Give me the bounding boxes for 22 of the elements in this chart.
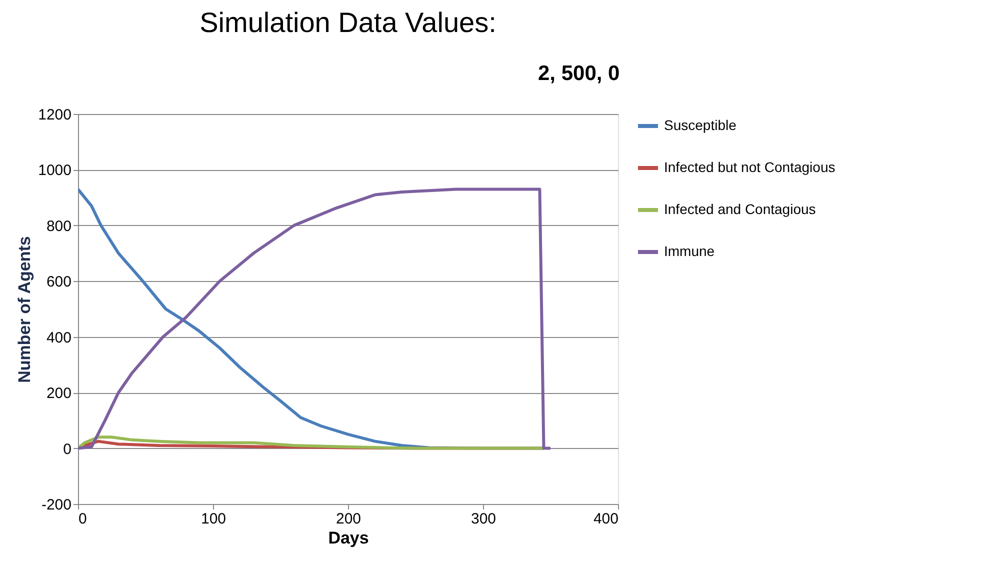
y-tick-label: 1200: [38, 106, 72, 124]
y-tick-label: 400: [46, 329, 72, 346]
text: 2, 500, 0: [538, 62, 620, 85]
x-tick-label: 100: [200, 510, 226, 528]
legend-label: Infected and Contagious: [664, 201, 816, 217]
line-series: [78, 436, 546, 450]
legend-label: Susceptible: [664, 117, 737, 133]
y-tick-label: -200: [41, 496, 72, 514]
x-tick-label: 0: [78, 510, 87, 528]
y-tick-label: 200: [46, 385, 72, 402]
y-tick-label: 800: [46, 218, 72, 235]
y-tick-label: 0: [63, 440, 72, 458]
y-tick-label: 600: [46, 274, 72, 291]
x-tick-label: 200: [336, 510, 362, 528]
legend-label: Infected but not Contagious: [664, 159, 836, 175]
legend-label: Immune: [664, 243, 715, 259]
y-tick-label: 1000: [38, 162, 72, 180]
y-axis-title: Number of Agents: [15, 236, 34, 383]
x-tick-label: 300: [470, 510, 496, 528]
chart-title: Simulation Data Values:: [200, 7, 496, 38]
x-tick-label: 400: [593, 510, 618, 528]
x-axis-title: Days: [328, 528, 369, 548]
